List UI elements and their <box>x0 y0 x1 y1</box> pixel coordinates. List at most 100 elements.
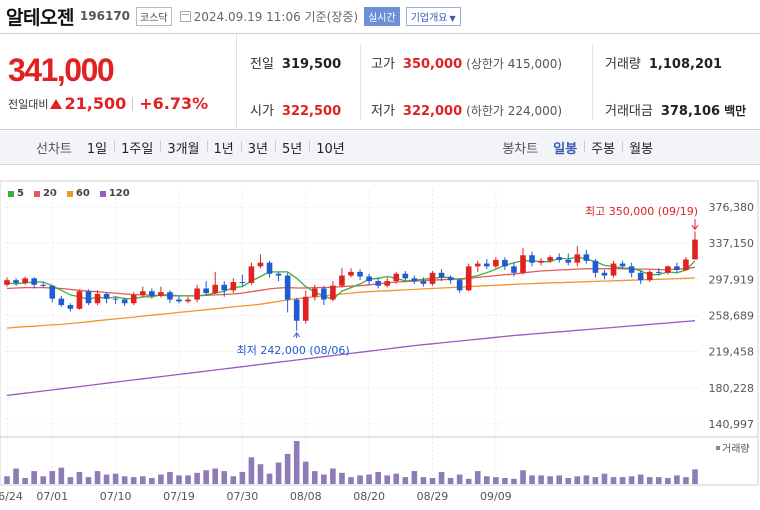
candle-body <box>420 281 427 284</box>
volume-bar <box>357 475 363 484</box>
volume-bar <box>293 441 300 484</box>
amount-label: 거래대금 <box>605 104 653 119</box>
candle-body <box>592 260 599 273</box>
legend-label: 20 <box>42 188 57 199</box>
calendar-icon <box>179 10 191 22</box>
candle-weekly[interactable]: 주봉 <box>584 138 622 157</box>
ma120-line <box>6 320 696 397</box>
candle <box>683 257 689 271</box>
grid <box>0 180 759 486</box>
period-1d[interactable]: 1일 <box>86 142 108 157</box>
x-tick-label: 09/09 <box>480 490 512 503</box>
volume-bar <box>31 471 37 484</box>
volume-bar <box>248 457 255 484</box>
period-bar: 선차트 1일 1주일 3개월 1년 3년 5년 10년 봉차트 일봉 주봉 월봉 <box>0 131 760 165</box>
candle <box>49 284 56 303</box>
candle <box>565 253 572 266</box>
candle <box>529 251 535 267</box>
volume-bar <box>239 471 246 484</box>
candle <box>194 284 200 303</box>
period-1y[interactable]: 1년 <box>206 138 241 157</box>
period-10y[interactable]: 10년 <box>309 138 352 157</box>
candle <box>76 289 83 310</box>
candle-daily[interactable]: 일봉 <box>553 142 578 157</box>
candle-monthly[interactable]: 월봉 <box>622 138 660 157</box>
candle <box>583 249 590 264</box>
candle <box>167 290 173 304</box>
candle <box>420 277 427 287</box>
change-percent: +6.73% <box>139 94 209 113</box>
candle-body <box>85 291 92 304</box>
candle <box>203 281 209 296</box>
candle <box>158 286 164 298</box>
candle <box>493 257 499 269</box>
volume-bar <box>393 473 400 484</box>
volume-bar <box>58 467 65 484</box>
legend-label: 120 <box>108 188 130 199</box>
y-tick-label: 140,997 <box>709 418 755 431</box>
candle <box>547 255 553 263</box>
volume-bar <box>674 475 680 484</box>
candle-body <box>384 281 391 286</box>
candle <box>665 265 671 275</box>
candle <box>176 295 182 304</box>
candle <box>619 260 626 270</box>
x-tick-label: 07/10 <box>100 490 132 503</box>
title-bar: 알테오젠 196170 코스닥 2024.09.19 11:06 기준(장중) … <box>0 0 760 32</box>
period-1w[interactable]: 1주일 <box>114 138 160 157</box>
volume-bar <box>692 469 698 484</box>
y-tick-label: 337,150 <box>709 237 755 250</box>
chart-frame <box>0 180 759 486</box>
company-overview-button[interactable]: 기업개요 ▼ <box>405 6 461 26</box>
legend-swatch <box>8 190 14 197</box>
volume-bar <box>49 471 56 484</box>
volume-bar <box>330 468 336 484</box>
candle-body <box>22 278 28 283</box>
candle-body <box>628 266 635 273</box>
change-row: 전일대비 21,500 +6.73% <box>8 94 208 113</box>
period-3m[interactable]: 3개월 <box>160 138 206 157</box>
amount-value: 378,106 <box>660 104 721 119</box>
low-label: 저가 <box>371 104 395 119</box>
volume-bar <box>447 477 454 484</box>
candle-body <box>158 292 164 296</box>
axes: 376,380 337,150 297,919 258,689 219,458 180,2… <box>0 201 754 503</box>
candle <box>438 269 445 282</box>
candle-body <box>221 284 228 291</box>
candle-body <box>275 273 282 276</box>
realtime-button[interactable]: 실시간 <box>364 6 400 26</box>
candle <box>40 282 47 288</box>
candle <box>212 271 219 295</box>
candle-body <box>538 260 544 263</box>
candle-body <box>646 271 653 281</box>
candle-body <box>31 278 37 285</box>
y-tick-label: 180,228 <box>709 382 755 395</box>
volume-bar <box>465 478 472 484</box>
volume-bar <box>40 476 47 484</box>
candle-body <box>411 278 418 282</box>
candle-body <box>366 276 372 282</box>
volume-bar <box>176 475 182 484</box>
candle-body <box>565 259 572 263</box>
volume-bar <box>185 475 191 484</box>
candle <box>230 278 237 294</box>
volume-bar <box>203 470 209 484</box>
volume-bar <box>13 468 19 484</box>
y-tick-label: 376,380 <box>709 201 755 214</box>
period-5y[interactable]: 5년 <box>275 138 309 157</box>
candle-body <box>429 272 436 284</box>
candle-body <box>601 272 608 276</box>
legend-swatch <box>66 190 73 197</box>
candle-body <box>239 282 246 284</box>
period-3y[interactable]: 3년 <box>240 138 275 157</box>
candle <box>22 276 28 285</box>
x-tick-label: 06/24 <box>0 490 23 503</box>
legend-label: 5 <box>17 188 24 199</box>
candle-body <box>692 239 698 260</box>
volume-bar <box>366 474 372 484</box>
legend-ma5: 5 <box>8 188 24 199</box>
volume-bar <box>438 471 445 484</box>
volume-bar <box>194 472 200 484</box>
candle <box>239 274 246 287</box>
candle-body <box>76 291 83 309</box>
